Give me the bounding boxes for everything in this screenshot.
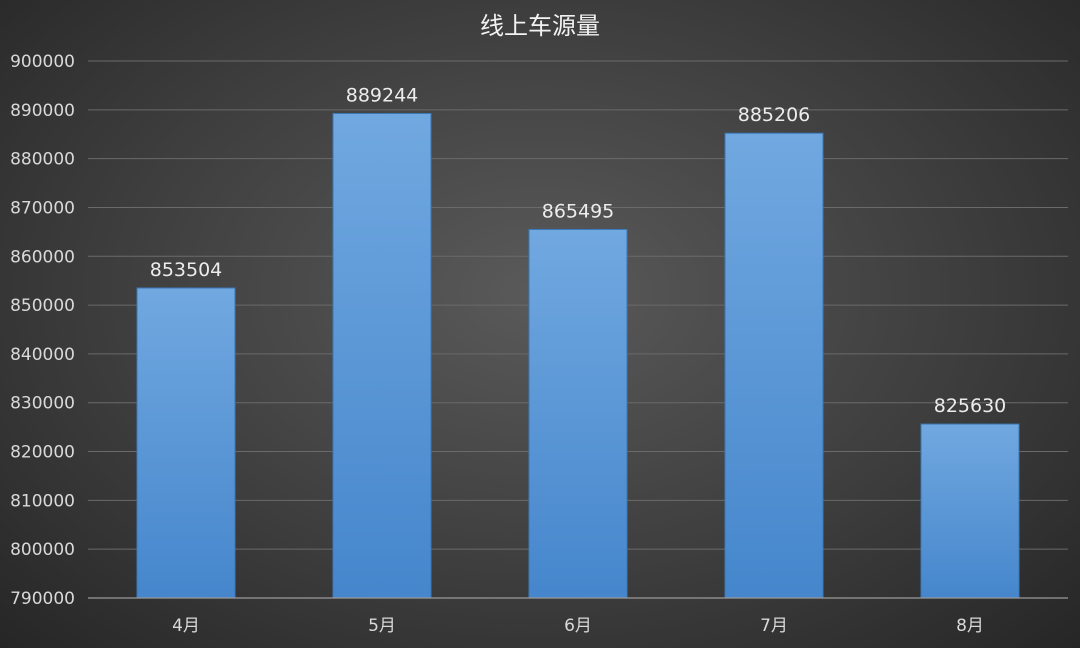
y-tick-label: 880000: [10, 150, 75, 170]
x-category-label: 4月: [172, 616, 200, 636]
data-label: 885206: [738, 104, 811, 126]
x-category-label: 7月: [760, 616, 788, 636]
y-tick-label: 840000: [10, 345, 75, 365]
bar-3: [528, 228, 628, 599]
data-label: 865495: [542, 200, 615, 222]
bars: [136, 113, 1020, 599]
y-tick-label: 900000: [10, 52, 75, 72]
y-tick-label: 890000: [10, 101, 75, 121]
y-tick-label: 810000: [10, 491, 75, 511]
bar-1: [136, 287, 236, 599]
data-label: 825630: [934, 395, 1007, 417]
data-labels: 853504 889244 865495 885206 825630: [150, 85, 1007, 418]
chart-title: 线上车源量: [480, 12, 600, 40]
bar-2: [332, 113, 432, 599]
y-tick-label: 830000: [10, 394, 75, 414]
y-tick-label: 820000: [10, 443, 75, 463]
x-category-label: 6月: [564, 616, 592, 636]
x-category-label: 8月: [956, 616, 984, 636]
y-axis-ticks: 790000 800000 810000 820000 830000 840000 8500…: [10, 52, 75, 609]
x-axis-categories: 4月 5月 6月 7月 8月: [172, 616, 984, 636]
data-label: 853504: [150, 259, 223, 281]
bar-5: [920, 423, 1020, 599]
y-tick-label: 860000: [10, 247, 75, 267]
y-tick-label: 870000: [10, 198, 75, 218]
y-tick-label: 850000: [10, 296, 75, 316]
bar-4: [724, 132, 824, 599]
y-tick-label: 800000: [10, 540, 75, 560]
data-label: 889244: [346, 85, 419, 107]
y-tick-label: 790000: [10, 589, 75, 609]
x-category-label: 5月: [368, 616, 396, 636]
